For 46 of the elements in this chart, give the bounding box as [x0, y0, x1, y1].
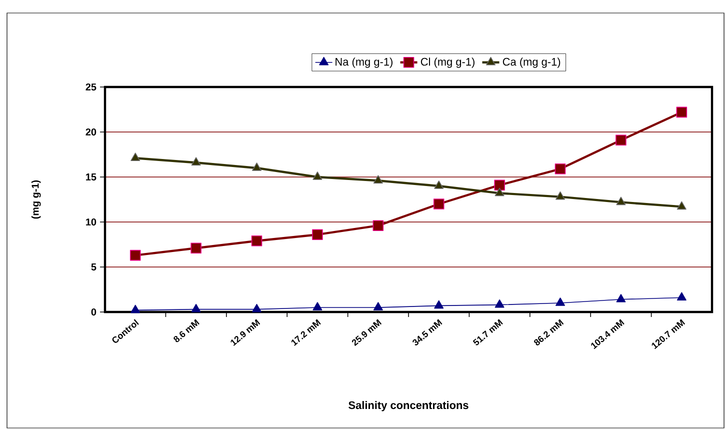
- x-tick-label: 51.7 mM: [472, 319, 503, 346]
- point: [130, 152, 140, 161]
- point: [676, 106, 688, 118]
- point: [252, 304, 262, 312]
- point: [191, 157, 201, 166]
- point: [252, 162, 262, 171]
- point: [130, 250, 141, 261]
- x-tick-label: 12.9 mM: [230, 319, 260, 346]
- point: [312, 229, 323, 240]
- y-tick-label: 15: [86, 174, 96, 180]
- point: [434, 180, 444, 189]
- point: [373, 302, 383, 310]
- point: [191, 304, 201, 312]
- y-tick-label: 20: [86, 128, 96, 136]
- point: [494, 180, 505, 190]
- point: [312, 172, 322, 180]
- point: [676, 201, 686, 210]
- point: [433, 198, 444, 210]
- x-tick-label: 25.9 mM: [352, 319, 382, 346]
- point: [556, 191, 565, 200]
- point: [554, 164, 566, 174]
- point: [616, 134, 626, 146]
- point: [494, 299, 504, 308]
- point: [312, 302, 322, 310]
- point: [676, 292, 686, 300]
- y-tick-label: 0: [91, 308, 96, 316]
- point: [373, 175, 383, 184]
- point: [190, 242, 202, 254]
- legend-label: Cl (mg g-1): [420, 58, 474, 68]
- point: [251, 236, 262, 246]
- x-tick-label: 8.6 mM: [174, 319, 200, 342]
- point: [130, 304, 140, 314]
- point: [372, 220, 384, 231]
- point: [434, 300, 444, 309]
- point: [616, 196, 626, 206]
- x-axis-title: Salinity concentrations: [348, 401, 468, 412]
- point: [616, 294, 626, 302]
- legend-label: Na (mg g-1): [336, 58, 392, 68]
- y-tick-label: 10: [86, 218, 96, 226]
- x-tick-label: 34.5 mM: [412, 319, 442, 346]
- y-axis-title: (mg g-1): [31, 180, 41, 219]
- legend-label: Ca (mg g-1): [502, 58, 560, 68]
- point: [556, 298, 565, 306]
- point: [494, 188, 504, 196]
- y-tick-label: 25: [86, 83, 96, 91]
- y-tick-label: 5: [91, 264, 96, 270]
